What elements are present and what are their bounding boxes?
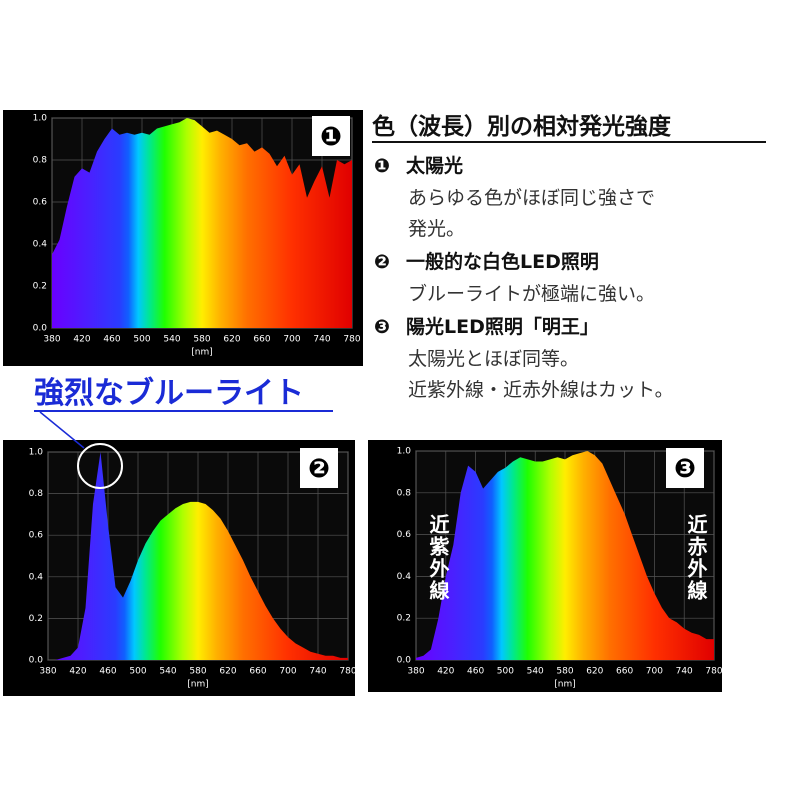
x-tick-label: 540 [159,667,176,677]
y-tick-label: 0.6 [29,531,44,541]
x-tick-label: 580 [189,667,206,677]
y-tick-label: 1.0 [29,448,44,458]
x-tick-label: 780 [343,335,360,345]
spectrum-area [48,452,348,660]
item-line: 発光。 [408,218,465,240]
x-tick-label: 380 [39,667,56,677]
y-tick-label: 0.0 [33,324,48,334]
callout-text: 強烈なブルーライト [34,376,304,411]
y-tick-label: 0.2 [397,614,411,624]
x-tick-label: 540 [163,335,180,345]
x-tick-label: 500 [129,667,146,677]
badge-box [300,448,338,488]
callout-leader [39,411,85,449]
chart: 0.0 0.2 0.4 0.6 0.8 1.0 380 420 460 500 540 580 620 6… [3,110,363,366]
y-tick-label: 0.4 [29,572,44,582]
x-tick-label: 540 [527,667,544,677]
x-tick-label: 500 [133,335,150,345]
y-tick-label: 0.2 [33,282,47,292]
item-number: ❶ [374,155,390,177]
spectrum-area [52,118,352,328]
y-tick-label: 0.4 [33,240,48,250]
spectrum-area [416,451,714,660]
item-line: あらゆる色がほぼ同じ強さで [408,187,655,209]
x-tick-label: 620 [223,335,240,345]
x-tick-label: 460 [467,667,484,677]
y-tick-label: 1.0 [33,114,48,124]
x-tick-label: 580 [556,667,573,677]
item-name: 一般的な白色LED照明 [406,250,599,273]
item-number: ❷ [374,251,390,273]
x-tick-label: 740 [313,335,330,345]
y-tick-label: 0.8 [397,488,412,498]
x-axis-label: [nm] [191,348,213,358]
x-axis-label: [nm] [554,680,576,690]
x-tick-label: 420 [69,667,86,677]
x-tick-label: 620 [586,667,603,677]
x-tick-label: 500 [497,667,514,677]
x-tick-label: 420 [437,667,454,677]
y-tick-label: 0.8 [29,489,44,499]
y-tick-label: 0.4 [397,572,412,582]
panel-title: 色（波長）別の相対発光強度 [372,113,672,140]
x-tick-label: 460 [103,335,120,345]
y-tick-label: 0.6 [397,530,412,540]
x-tick-label: 700 [279,667,296,677]
badge-box [666,448,704,488]
y-tick-label: 0.0 [397,656,412,666]
item-number: ❸ [374,316,390,338]
x-tick-label: 740 [309,667,326,677]
x-tick-label: 620 [219,667,236,677]
item-name: 太陽光 [406,154,463,177]
y-tick-label: 0.6 [33,198,48,208]
item-line: ブルーライトが極端に強い。 [408,282,655,305]
chart: 0.0 0.2 0.4 0.6 0.8 1.0 380 420 460 500 540 580 620 6… [3,440,357,696]
y-tick-label: 0.2 [29,614,43,624]
x-tick-label: 740 [676,667,693,677]
x-tick-label: 780 [339,667,356,677]
item-line: 近紫外線・近赤外線はカット。 [408,379,674,401]
annotation: 近紫外線 [426,513,450,602]
x-tick-label: 660 [616,667,633,677]
y-tick-label: 0.8 [33,156,48,166]
x-axis-label: [nm] [187,680,209,690]
callout-circle [77,443,123,489]
x-tick-label: 420 [73,335,90,345]
y-tick-label: 0.0 [29,656,44,666]
item-line: 太陽光とほぼ同等。 [408,348,579,370]
x-tick-label: 380 [407,667,424,677]
y-tick-label: 1.0 [397,447,412,457]
x-tick-label: 660 [249,667,266,677]
item-name: 陽光LED照明「明王」 [406,315,599,338]
x-tick-label: 660 [253,335,270,345]
badge-box [312,116,350,156]
x-tick-label: 460 [99,667,116,677]
x-tick-label: 700 [283,335,300,345]
badge: ❶ [320,122,342,152]
badge: ❷ [308,454,330,484]
annotation: 近赤外線 [684,513,708,602]
badge: ❸ [674,454,696,484]
x-tick-label: 780 [705,667,722,677]
x-tick-label: 380 [43,335,60,345]
chart: 0.0 0.2 0.4 0.6 0.8 1.0 380 420 460 500 540 580 620 6… [368,440,723,692]
x-tick-label: 700 [646,667,663,677]
x-tick-label: 580 [193,335,210,345]
